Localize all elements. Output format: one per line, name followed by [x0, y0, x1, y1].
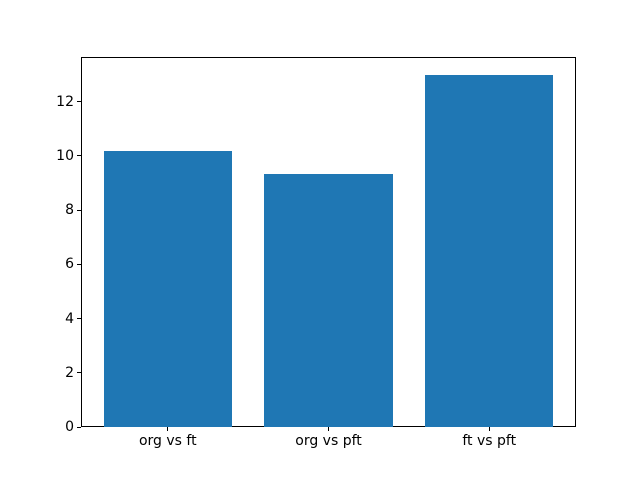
x-tick-label: org vs ft — [138, 433, 197, 449]
x-tick-mark — [328, 427, 329, 431]
y-tick-mark — [77, 209, 81, 211]
y-tick-label: 8 — [65, 202, 74, 219]
y-tick-mark — [77, 101, 81, 103]
bar-ft-vs-pft — [424, 74, 554, 427]
y-tick-label: 2 — [65, 364, 74, 381]
x-tick-mark — [167, 427, 169, 431]
y-tick-mark — [77, 372, 81, 374]
bar-org-vs-ft — [103, 150, 233, 427]
x-tick-label: org vs pft — [295, 433, 362, 449]
y-tick-mark — [77, 263, 81, 265]
y-tick-mark — [77, 318, 81, 320]
y-tick-label: 10 — [56, 147, 74, 164]
y-tick-mark — [77, 426, 81, 428]
x-tick-mark — [488, 427, 490, 431]
y-tick-label: 0 — [65, 419, 74, 435]
y-tick-mark — [77, 155, 81, 157]
y-tick-label: 4 — [65, 310, 74, 327]
bar-org-vs-pft — [264, 173, 393, 427]
y-tick-label: 12 — [56, 93, 74, 110]
y-tick-label: 6 — [65, 256, 74, 273]
x-tick-label: ft vs pft — [462, 433, 517, 449]
